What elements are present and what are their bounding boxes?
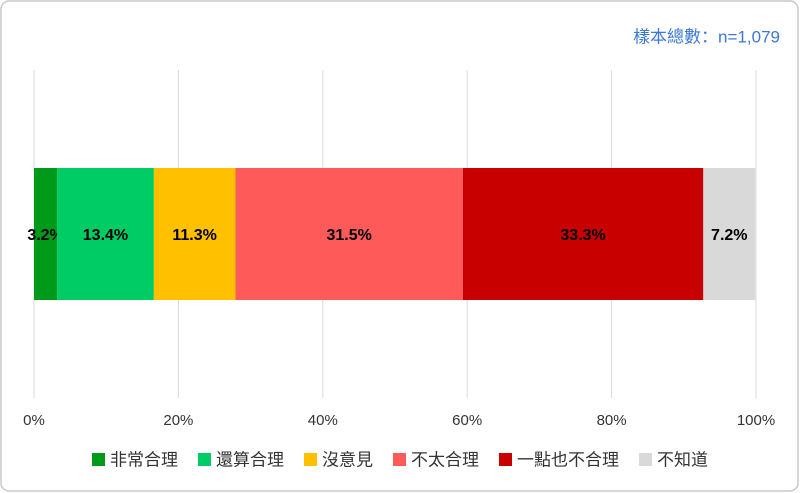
x-tick-label: 40%: [308, 412, 338, 429]
data-label: 7.2%: [711, 227, 747, 244]
x-tick-label: 100%: [737, 412, 775, 429]
legend-swatch: [92, 453, 105, 466]
legend-swatch: [304, 453, 317, 466]
data-label: 11.3%: [172, 227, 216, 244]
legend-label: 不知道: [657, 450, 708, 469]
legend-label: 一點也不合理: [517, 450, 619, 469]
data-label: 13.4%: [83, 227, 128, 244]
legend-swatch: [393, 453, 406, 466]
legend-label: 不太合理: [411, 450, 479, 469]
x-tick-label: 20%: [163, 412, 193, 429]
bar-segment: [153, 168, 236, 300]
legend-swatch: [198, 453, 211, 466]
legend-label: 非常合理: [110, 450, 178, 469]
bar-segment: [34, 168, 58, 300]
data-label: 3.2%: [27, 227, 63, 244]
legend-label: 還算合理: [216, 450, 284, 469]
bar-segment: [703, 168, 756, 300]
annotation: 樣本總數：n=1,079: [633, 27, 780, 46]
legend-label: 沒意見: [322, 450, 373, 469]
data-label: 31.5%: [326, 227, 371, 244]
bar-segment: [462, 168, 704, 300]
bar-segment: [57, 168, 154, 300]
legend-swatch: [639, 453, 652, 466]
legend-swatch: [499, 453, 512, 466]
data-label: 33.3%: [560, 227, 605, 244]
x-tick-label: 80%: [597, 412, 627, 429]
x-tick-label: 0%: [23, 412, 45, 429]
x-tick-label: 60%: [452, 412, 482, 429]
bar-segment: [235, 168, 463, 300]
